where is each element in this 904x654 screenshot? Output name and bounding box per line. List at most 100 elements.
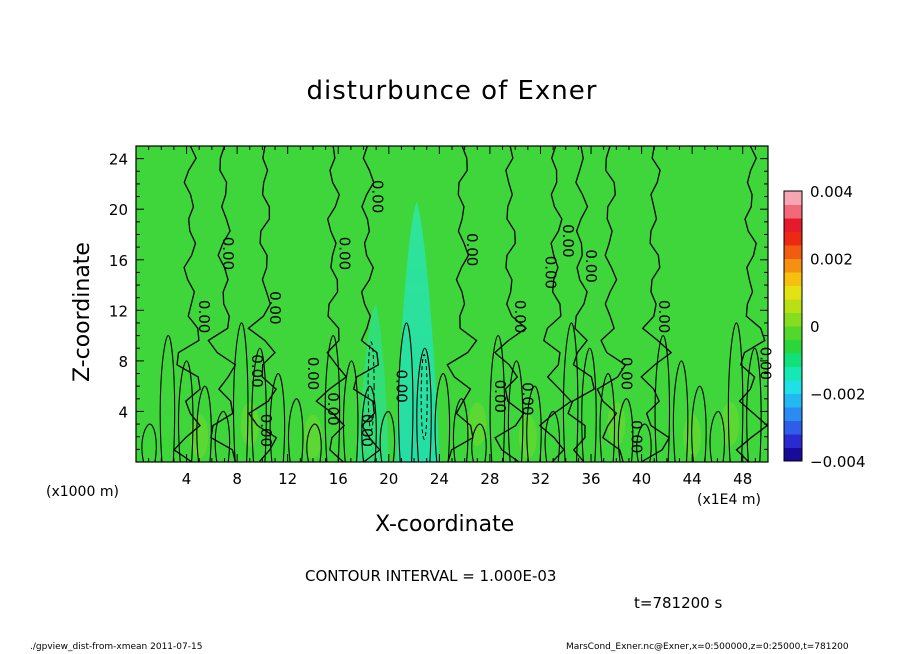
colorbar: 0.004 0.002 0 −0.002 −0.004: [783, 183, 866, 471]
contour-label: 0.00: [266, 291, 284, 324]
negative-plume: [396, 201, 440, 462]
y-tick-label: 8: [118, 353, 128, 371]
x-tick-label: 8: [232, 470, 242, 488]
contour-line-low: [581, 347, 597, 463]
contour-label: 0.00: [541, 256, 559, 289]
contour-label: 0.00: [491, 380, 509, 413]
contour-labels: 0.000.000.000.000.000.000.000.000.000.00…: [195, 180, 774, 454]
contour-line-low: [232, 322, 249, 463]
contour-label: 0.00: [617, 357, 635, 390]
contour-line-low: [489, 335, 506, 463]
contour-line-low: [636, 423, 652, 463]
contour-label: 0.00: [248, 354, 266, 387]
y-tick-label: 12: [109, 302, 128, 320]
contour-label: 0.00: [257, 414, 275, 447]
contour-line-low: [196, 385, 212, 463]
colorbar-label: 0: [810, 318, 820, 336]
contour-line-low: [324, 335, 341, 463]
contour-label: 0.00: [756, 347, 774, 380]
colorbar-swatch: [784, 353, 802, 367]
time-text: t=781200 s: [634, 594, 723, 612]
colorbar-swatch: [784, 326, 802, 340]
y-tick-label: 16: [109, 252, 128, 270]
colorbar-swatch: [784, 272, 802, 286]
colorbar-swatch: [784, 218, 802, 232]
contour-label: 0.00: [304, 357, 322, 390]
contour-line: [567, 145, 595, 463]
x-tick-label: 20: [379, 470, 398, 488]
x-axis-label: X-coordinate: [375, 512, 515, 537]
contour-label: 0.00: [627, 420, 645, 453]
contour-line-low: [562, 322, 579, 463]
y-tick-label: 24: [109, 151, 128, 169]
contour-line-low: [397, 322, 414, 463]
contour-line: [207, 145, 237, 463]
contour-line: [640, 145, 673, 463]
x-axis-ticks: 4 8 12 16 20 24 28 32 36 40 44 48: [135, 146, 769, 488]
contour-label: 0.00: [368, 180, 386, 213]
colorbar-swatch: [784, 245, 802, 259]
colorbar-swatch: [784, 420, 802, 435]
positive-patch: [190, 414, 209, 459]
contour-label: 0.00: [358, 414, 376, 447]
contour-line: [173, 145, 201, 463]
colorbar-swatch: [784, 299, 802, 313]
contour-line-low: [471, 423, 487, 463]
y-tick-label: 4: [118, 403, 128, 421]
x-scale-label: (x1E4 m): [697, 492, 761, 508]
contour-label: 0.00: [559, 224, 577, 257]
contour-line: [247, 145, 278, 463]
contour-line-low: [617, 398, 634, 463]
colorbar-swatch: [784, 285, 802, 300]
contour-line-low: [306, 423, 322, 463]
contour-label: 0.00: [195, 300, 213, 333]
x-tick-label: 36: [581, 470, 600, 488]
contour-line-low: [287, 398, 304, 463]
x-tick-label: 16: [329, 470, 348, 488]
x-tick-label: 48: [733, 470, 752, 488]
x-tick-label: 24: [430, 470, 449, 488]
contour-label: 0.00: [463, 233, 481, 266]
contour-line-low: [526, 385, 542, 463]
contour-line-low: [654, 335, 671, 463]
colorbar-swatch: [784, 366, 802, 381]
contour-label: 0.00: [219, 237, 237, 270]
colorbar-swatch: [784, 204, 802, 219]
contour-line: [735, 145, 769, 463]
contour-line-low: [452, 398, 469, 463]
contour-line-negative: [367, 341, 375, 431]
colorbar-frame: [783, 190, 803, 462]
contour-line-low: [141, 423, 157, 463]
contour-label: 0.00: [582, 249, 600, 282]
positive-patch: [721, 402, 740, 447]
y-tick-label: 20: [109, 201, 128, 219]
contour-label: 0.00: [324, 392, 342, 425]
contour-line: [446, 145, 478, 463]
contour-label: 0.00: [335, 237, 353, 270]
contour-label: 0.00: [519, 382, 537, 415]
contour-line-low: [361, 385, 377, 463]
colorbar-swatch: [784, 339, 802, 354]
contour-line-low: [159, 335, 176, 463]
positive-patch: [240, 402, 259, 447]
contour-line: [315, 145, 348, 463]
colorbar-swatch: [784, 434, 802, 448]
colorbar-swatch: [784, 393, 802, 408]
contour-line-low: [507, 360, 524, 463]
contour-lines: [141, 145, 769, 463]
contour-label: 0.00: [392, 369, 410, 402]
field-background: [136, 146, 768, 462]
contour-line-low: [691, 385, 707, 463]
colorbar-label: 0.002: [810, 251, 853, 269]
chart-title: disturbunce of Exner: [306, 76, 598, 106]
contour-label: 0.00: [655, 300, 673, 333]
x-tick-label: 4: [182, 470, 192, 488]
colorbar-swatch: [784, 407, 802, 421]
contour-line-low: [178, 360, 194, 463]
colorbar-swatch: [784, 447, 802, 462]
contour-line: [538, 145, 573, 463]
x-tick-label: 40: [632, 470, 651, 488]
colorbar-swatch: [784, 380, 802, 394]
contour-line-low: [214, 410, 231, 463]
positive-patch: [607, 402, 626, 447]
